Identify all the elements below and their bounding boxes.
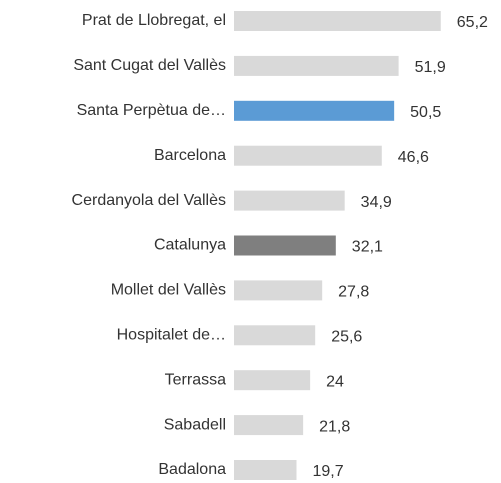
value-label: 24 xyxy=(326,373,344,390)
bar xyxy=(234,280,323,301)
bar xyxy=(234,235,336,256)
category-label: Mollet del Vallès xyxy=(111,282,226,299)
category-label: Terrassa xyxy=(165,371,226,388)
value-label: 65,2 xyxy=(457,14,488,31)
bar xyxy=(234,370,311,391)
value-label: 21,8 xyxy=(319,418,350,435)
category-label: Badalona xyxy=(158,461,226,478)
value-label: 46,6 xyxy=(398,149,429,166)
value-label: 19,7 xyxy=(312,463,343,480)
bar xyxy=(234,415,304,436)
category-label: Prat de Llobregat, el xyxy=(82,12,226,29)
value-label: 27,8 xyxy=(338,284,369,301)
bar xyxy=(234,11,441,31)
value-label: 51,9 xyxy=(415,59,446,76)
bar xyxy=(234,55,399,76)
bar xyxy=(234,325,316,346)
value-label: 32,1 xyxy=(352,239,383,256)
category-label: Sabadell xyxy=(164,416,226,433)
bar xyxy=(234,100,395,121)
value-label: 25,6 xyxy=(331,329,362,346)
category-label: Sant Cugat del Vallès xyxy=(73,57,226,74)
bar xyxy=(234,460,297,480)
category-label: Hospitalet de… xyxy=(117,327,226,344)
category-label: Catalunya xyxy=(154,237,226,254)
bar xyxy=(234,145,382,166)
category-label: Santa Perpètua de… xyxy=(77,102,226,119)
category-label: Cerdanyola del Vallès xyxy=(72,192,226,209)
value-label: 50,5 xyxy=(410,104,441,121)
category-label: Barcelona xyxy=(154,147,226,164)
bar xyxy=(234,190,345,211)
value-label: 34,9 xyxy=(361,194,392,211)
